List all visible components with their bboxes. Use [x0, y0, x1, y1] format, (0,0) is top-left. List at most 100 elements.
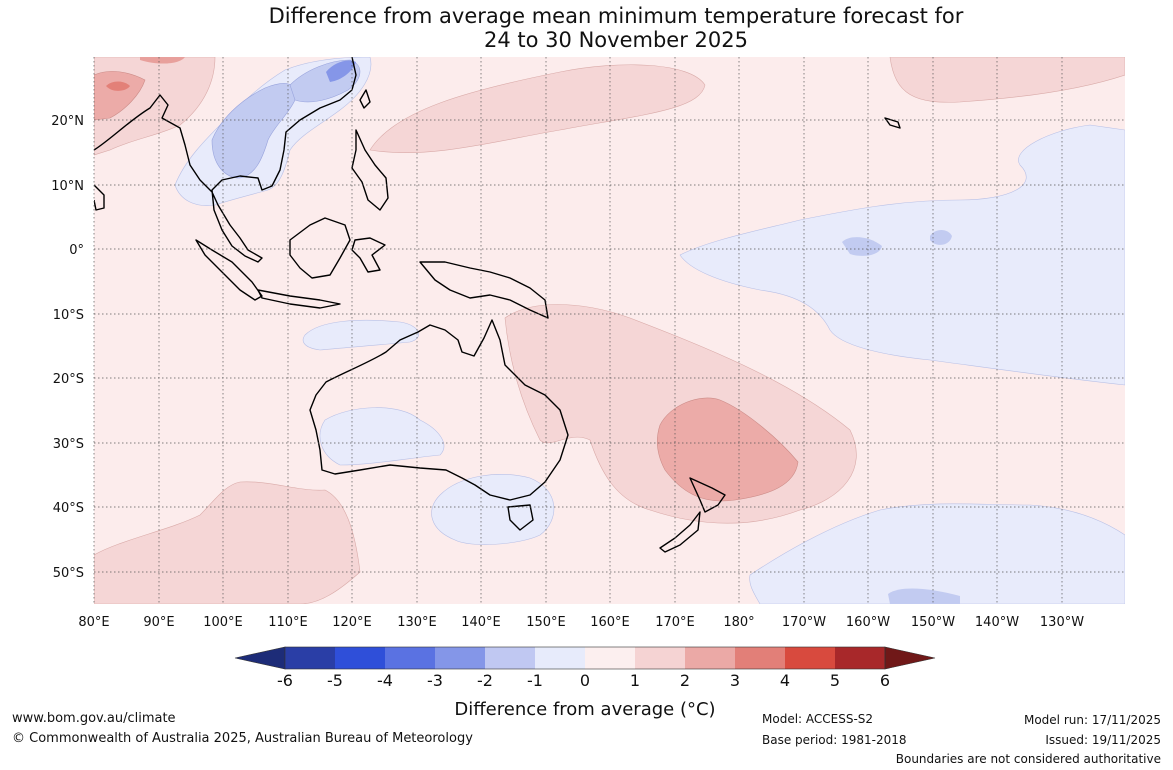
footer-copyright: © Commonwealth of Australia 2025, Austra…	[12, 731, 473, 746]
lat-label-0: 0°	[69, 243, 84, 258]
lat-label-10n: 10°N	[51, 179, 84, 194]
lon-label-120e: 120°E	[332, 615, 372, 630]
colorbar-under-arrow	[234, 646, 286, 670]
colorbar-tick: 6	[880, 671, 890, 690]
coastline-hawaii	[884, 117, 901, 129]
colorbar	[234, 646, 936, 670]
lon-label-170w: 170°W	[782, 615, 826, 630]
colorbar-segment	[335, 647, 385, 669]
coastline-new-guinea	[419, 261, 549, 319]
coastline-taiwan	[359, 89, 371, 109]
lon-label-130w: 130°W	[1040, 615, 1084, 630]
lat-label-30s: 30°S	[53, 437, 84, 452]
colorbar-tick: -6	[277, 671, 293, 690]
anomaly-region-colder-spot-3	[888, 588, 960, 604]
colorbar-segment	[535, 647, 585, 669]
colorbar-tick: -4	[377, 671, 393, 690]
colorbar-segment	[735, 647, 785, 669]
colorbar-tick: 0	[580, 671, 590, 690]
footer-base-period: Base period: 1981-2018	[762, 733, 907, 747]
anomaly-region-cool-southern-ocean	[749, 503, 1125, 604]
colorbar-segment	[485, 647, 535, 669]
colorbar-tick: -3	[427, 671, 443, 690]
lon-label-140e: 140°E	[461, 615, 501, 630]
anomaly-field	[94, 57, 1125, 604]
anomaly-region-colder-indochina	[211, 83, 297, 179]
lat-label-20n: 20°N	[51, 114, 84, 129]
colorbar-tick: 5	[830, 671, 840, 690]
footer-model: Model: ACCESS-S2	[762, 712, 874, 726]
colorbar-segment	[835, 647, 885, 669]
anomaly-region-warm-southwest	[94, 481, 361, 604]
anomaly-region-hot-top	[140, 57, 185, 64]
coastline-borneo	[289, 217, 351, 279]
lon-label-160w: 160°W	[846, 615, 890, 630]
coastline-tasmania	[507, 504, 534, 531]
colorbar-tick-labels: -6 -5 -4 -3 -2 -1 0 1 2 3 4 5 6	[277, 671, 890, 690]
lat-label-10s: 10°S	[53, 308, 84, 323]
colorbar-segment	[385, 647, 435, 669]
colorbar-over-arrow	[884, 646, 936, 670]
footer-disclaimer: Boundaries are not considered authoritat…	[895, 752, 1161, 766]
colorbar-tick: -1	[527, 671, 543, 690]
coastline-sri-lanka	[94, 184, 105, 211]
latitude-labels: 20°N 10°N 0° 10°S 20°S 30°S 40°S 50°S	[51, 114, 84, 581]
colorbar-segment	[785, 647, 835, 669]
coastline-new-zealand-north	[689, 477, 726, 513]
lon-label-100e: 100°E	[203, 615, 243, 630]
anomaly-region-hot-china	[94, 71, 146, 121]
lat-label-40s: 40°S	[53, 501, 84, 516]
lon-label-110e: 110°E	[268, 615, 308, 630]
colorbar-frame	[284, 646, 886, 670]
colorbar-tick: -2	[477, 671, 493, 690]
lat-label-20s: 20°S	[53, 372, 84, 387]
graticule	[93, 57, 1125, 604]
coastline-australia	[309, 319, 569, 501]
anomaly-region-hot-spot	[106, 81, 130, 91]
colorbar-segment	[585, 647, 635, 669]
colorbar-tick: -5	[327, 671, 343, 690]
footer-model-run: Model run: 17/11/2025	[1023, 713, 1161, 727]
lon-label-160e: 160°E	[590, 615, 630, 630]
coastline-sulawesi	[351, 237, 386, 273]
coastline-new-zealand-south	[659, 511, 701, 553]
coastline-philippines	[351, 129, 389, 211]
anomaly-region-warm-northeast	[889, 57, 1125, 103]
lon-label-80e: 80°E	[78, 615, 109, 630]
coastline-asia-mainland	[94, 57, 357, 263]
lon-label-150w: 150°W	[911, 615, 955, 630]
anomaly-region-coldest-south-china-sea	[326, 60, 356, 82]
colorbar-tick: 2	[680, 671, 690, 690]
colorbar-segment	[685, 647, 735, 669]
lon-label-170e: 170°E	[655, 615, 695, 630]
coastline-sumatra	[195, 239, 263, 301]
lon-label-90e: 90°E	[143, 615, 174, 630]
colorbar-tick: 1	[630, 671, 640, 690]
lon-label-150e: 150°E	[526, 615, 566, 630]
anomaly-region-hot-tasman	[656, 397, 799, 502]
lon-label-140w: 140°W	[975, 615, 1019, 630]
colorbar-segment	[635, 647, 685, 669]
longitude-labels: 80°E 90°E 100°E 110°E 120°E 130°E 140°E …	[78, 615, 1084, 630]
coastline-java	[257, 289, 341, 309]
colorbar-tick: 3	[730, 671, 740, 690]
colorbar-title: Difference from average (°C)	[454, 699, 715, 720]
map-title-line-2: 24 to 30 November 2025	[484, 28, 748, 52]
footer-issued: Issued: 19/11/2025	[1045, 733, 1161, 747]
colorbar-segment	[285, 647, 335, 669]
lon-label-180: 180°	[723, 615, 754, 630]
lat-label-50s: 50°S	[53, 566, 84, 581]
anomaly-region-warm-north-pacific	[369, 64, 706, 153]
footer-website: www.bom.gov.au/climate	[12, 711, 176, 726]
lon-label-130e: 130°E	[397, 615, 437, 630]
anomaly-region-cool-timor-sea	[302, 319, 419, 351]
anomaly-region-cool-equatorial-pacific	[679, 124, 1125, 386]
anomaly-region-colder-spot-2	[930, 230, 952, 245]
map-title-line-1: Difference from average mean minimum tem…	[268, 4, 964, 28]
colorbar-segment	[435, 647, 485, 669]
anomaly-region-colder-spot-1	[842, 237, 882, 256]
colorbar-tick: 4	[780, 671, 790, 690]
coastlines	[94, 57, 901, 553]
anomaly-region-cool-western-australia	[319, 407, 445, 466]
